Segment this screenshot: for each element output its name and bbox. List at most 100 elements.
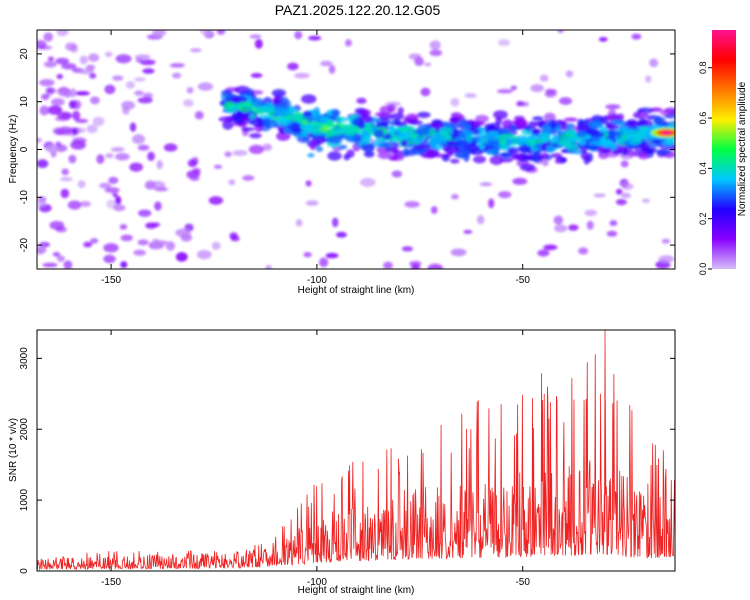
spectrogram-ridge-blob: [357, 108, 372, 117]
spectrogram-ridge-blob: [621, 149, 629, 156]
colorbar-tick-label: 0.4: [698, 162, 708, 175]
spectrogram-noise-blob: [539, 74, 549, 82]
spectrogram-ridge-blob: [256, 106, 271, 113]
spectrogram-ridge-blob: [475, 114, 489, 123]
spectrogram-noise-blob: [104, 187, 120, 193]
spectrogram-noise-blob: [172, 72, 182, 79]
spectrogram-ridge-blob: [586, 152, 594, 163]
snr-ylabel: SNR (10 * v/v): [8, 418, 19, 482]
spectrogram-noise-blob: [105, 51, 113, 57]
spectrogram-noise-blob: [115, 195, 122, 205]
spectrogram-noise-blob: [110, 146, 125, 152]
spectrogram-ridge-blob: [551, 134, 559, 144]
spectrogram-noise-blob: [488, 198, 495, 209]
spectrogram-noise-blob: [414, 57, 424, 66]
spectrogram-noise-blob: [620, 192, 631, 199]
spectrogram-noise-blob: [55, 226, 67, 233]
spectrogram-ridge-blob: [394, 118, 402, 125]
spectrogram-noise-blob: [568, 224, 579, 231]
spectrogram-noise-blob: [70, 140, 86, 150]
spectrogram-noise-blob: [75, 91, 90, 96]
spectrogram-ridge-blob: [301, 129, 308, 137]
spectrogram-noise-blob: [593, 193, 606, 198]
spectrogram-ridge-blob: [664, 107, 675, 115]
spectrogram-ridge-blob: [309, 140, 317, 151]
spectrogram-ridge-blob: [222, 120, 234, 130]
spectrogram-noise-blob: [137, 239, 149, 246]
snr-axes: -150 -100 -50 0 1000 2000 3000: [19, 330, 675, 588]
spectrogram-noise-blob: [512, 177, 528, 185]
colorbar-ticks: 0.0 0.2 0.4 0.6 0.8: [698, 61, 712, 275]
snr-xtick-label: -100: [307, 577, 327, 588]
spectrogram-noise-blob: [645, 75, 652, 83]
spectrogram-noise-blob: [104, 84, 116, 95]
spectrogram-noise-blob: [558, 97, 573, 105]
spectrogram-ridge-blob: [588, 135, 601, 144]
spectrogram-noise-blob: [250, 72, 263, 78]
spectrogram-ridge-blob: [285, 119, 293, 125]
spectrogram-ridge-blob: [617, 113, 625, 121]
snr-xtick-label: -150: [101, 577, 121, 588]
spectrogram-noise-blob: [328, 64, 336, 74]
spectrogram-noise-blob: [61, 168, 69, 176]
spectrogram-noise-blob: [89, 96, 100, 105]
spectrogram-ridge-blob: [450, 112, 462, 119]
spectrogram-ridge-blob: [499, 152, 515, 158]
spectrogram-ridge-blob: [327, 151, 342, 161]
spectrogram-ridge-blob: [271, 89, 287, 98]
spectrogram-noise-blob: [43, 32, 54, 42]
spectrogram-noise-blob: [228, 179, 236, 185]
colorbar-label: Normalized spectral amplitude: [737, 81, 748, 216]
spectrogram-noise-blob: [92, 116, 105, 127]
spectrogram-noise-blob: [113, 204, 126, 212]
snr-ytick-label: 2000: [19, 418, 30, 441]
spectrogram-ridge-blob: [315, 146, 324, 152]
spectrogram-noise-blob: [132, 134, 146, 145]
spectrogram-noise-blob: [621, 182, 634, 191]
spectrogram-noise-blob: [197, 82, 214, 91]
spectrogram-ytick-label: -20: [19, 237, 30, 252]
spectrogram-ridge-blob: [249, 112, 256, 120]
spectrogram-noise-blob: [305, 200, 319, 206]
spectrogram-ridge-blob: [363, 150, 375, 158]
spectrogram-ridge-blob: [356, 97, 367, 104]
spectrogram-ridge-blob: [533, 121, 546, 126]
spectrogram-noise-blob: [137, 209, 152, 217]
spectrogram-ridge-blob: [384, 134, 393, 139]
spectrogram-noise-blob: [112, 192, 119, 198]
spectrogram-noise-blob: [320, 60, 333, 67]
spectrogram-ridge-blob: [626, 150, 638, 157]
spectrogram-noise-blob: [37, 40, 47, 49]
spectrogram-noise-blob: [39, 78, 55, 87]
spectrogram-noise-blob: [129, 122, 137, 132]
spectrogram-ridge-blob: [532, 116, 544, 121]
spectrogram-noise-blob: [411, 264, 421, 269]
spectrogram-ridge-blob: [427, 128, 437, 137]
spectrogram-ridge-blob: [237, 101, 252, 109]
spectrogram-noise-blob: [156, 160, 163, 170]
spectrogram-ridge-blob: [218, 116, 235, 123]
spectrogram-noise-blob: [115, 153, 130, 161]
spectrogram-noise-blob: [58, 89, 73, 98]
spectrogram-noise-blob: [57, 255, 65, 263]
spectrogram-noise-blob: [424, 62, 432, 67]
spectrogram-noise-blob: [187, 159, 198, 168]
spectrogram-noise-blob: [56, 30, 69, 37]
spectrogram-ridge-blob: [471, 135, 481, 143]
spectrogram-ridge-blob: [515, 119, 528, 130]
spectrogram-noise-blob: [287, 62, 299, 71]
spectrogram-ridge-blob: [521, 128, 533, 136]
spectrogram-ridge-blob: [468, 148, 484, 156]
spectrogram-noise-blob: [319, 257, 329, 268]
spectrogram-ytick-label: 10: [19, 96, 30, 108]
spectrogram-ridge-blob: [605, 104, 621, 110]
spectrogram-noise-blob: [345, 39, 352, 47]
spectrogram-noise-blob: [119, 224, 128, 230]
spectrogram-noise-blob: [254, 38, 263, 49]
spectrogram-noise-blob: [175, 252, 188, 262]
spectrogram-ridge-blob: [279, 96, 289, 105]
snr-series-line: [37, 330, 675, 571]
spectrogram-noise-blob: [545, 90, 557, 98]
spectrogram-noise-blob: [90, 238, 99, 244]
spectrogram-noise-blob: [165, 241, 176, 251]
